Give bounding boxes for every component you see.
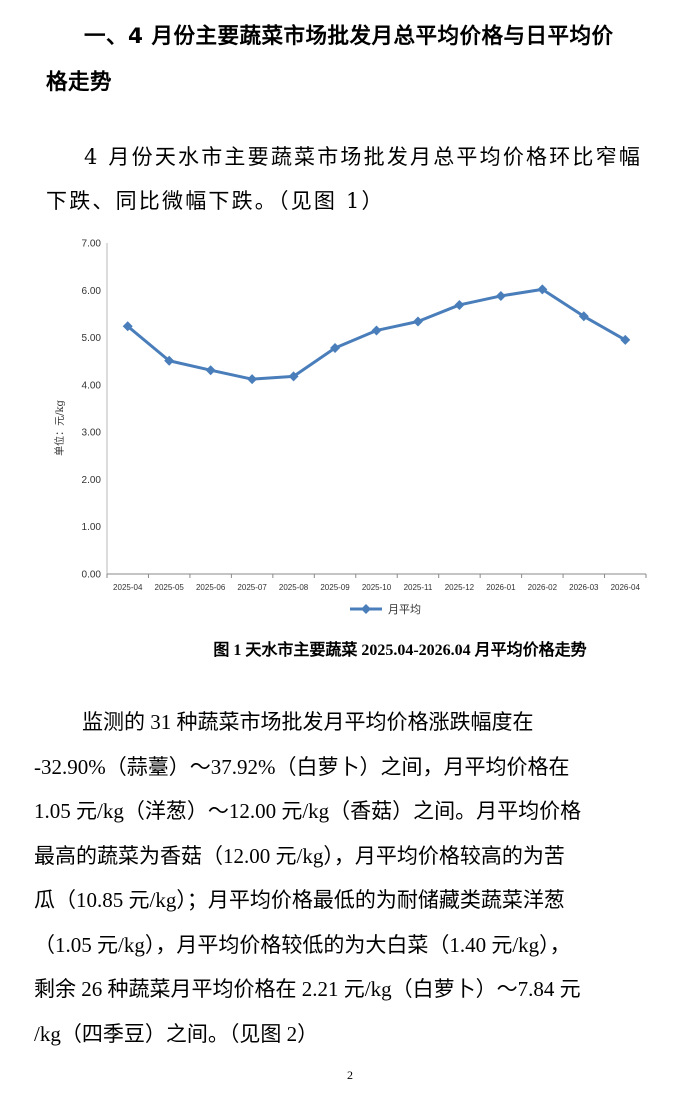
y-tick-label: 5.00 [82, 333, 102, 344]
body-line: /kg（四季豆）之间。（见图 2） [34, 1012, 684, 1057]
data-point-marker [247, 374, 257, 384]
data-point-marker [372, 325, 382, 335]
price-trend-chart: 0.00 1.00 2.00 3.00 4.00 5.00 6.00 7.00 2025-04… [50, 228, 670, 628]
x-tick-label: 2025-05 [155, 583, 185, 592]
y-tick-label: 4.00 [82, 380, 102, 391]
x-tick-label: 2025-10 [362, 583, 392, 592]
y-axis-ticks: 0.00 1.00 2.00 3.00 4.00 5.00 6.00 7.00 [82, 239, 102, 581]
x-tick-label: 2025-06 [196, 583, 226, 592]
section-heading: 一、4 月份主要蔬菜市场批发月总平均价格与日平均价 格走势 [46, 14, 676, 106]
figure-label: 图 1 [213, 642, 241, 659]
intro-line-1: 4 月份天水市主要蔬菜市场批发月总平均价格环比窄幅 [46, 135, 676, 179]
figure-caption: 图 1 天水市主要蔬菜 2025.04-2026.04 月平均价格走势 [0, 639, 700, 663]
x-tick-label: 2025-07 [237, 583, 267, 592]
body-line: 1.05 元/kg（洋葱）～12.00 元/kg（香菇）之间。月平均价格 [34, 789, 684, 834]
data-point-marker [496, 291, 506, 301]
legend-label: 月平均 [388, 603, 421, 616]
section-heading-line-2: 格走势 [46, 60, 676, 106]
figure-caption-text: 天水市主要蔬菜 2025.04-2026.04 月平均价格走势 [245, 642, 586, 659]
y-axis-label: 单位：元/kg [53, 399, 66, 455]
y-tick-label: 2.00 [82, 475, 102, 486]
x-tick-label: 2026-02 [528, 583, 558, 592]
x-tick-label: 2026-01 [486, 583, 516, 592]
y-tick-label: 7.00 [82, 239, 102, 250]
x-tick-label: 2025-12 [445, 583, 475, 592]
data-point-marker [413, 316, 423, 326]
body-line: （1.05 元/kg），月平均价格较低的为大白菜（1.40 元/kg）， [34, 923, 684, 968]
data-point-marker [454, 300, 464, 310]
intro-line-2: 下跌、同比微幅下跌。（见图 1） [46, 179, 676, 223]
data-point-marker [206, 365, 216, 375]
body-line: 瓜（10.85 元/kg）；月平均价格最低的为耐储藏类蔬菜洋葱 [34, 878, 684, 923]
intro-paragraph: 4 月份天水市主要蔬菜市场批发月总平均价格环比窄幅 下跌、同比微幅下跌。（见图 … [46, 135, 676, 223]
x-tick-label: 2025-09 [320, 583, 350, 592]
body-paragraph: 监测的 31 种蔬菜市场批发月平均价格涨跌幅度在 -32.90%（蒜薹）～37.… [34, 700, 684, 1056]
body-line: -32.90%（蒜薹）～37.92%（白萝卜）之间，月平均价格在 [34, 745, 684, 790]
x-tick-label: 2025-11 [404, 583, 433, 592]
y-tick-label: 1.00 [82, 522, 102, 533]
x-axis-ticks: 2025-04 2025-05 2025-06 2025-07 2025-08 2025-… [107, 574, 646, 592]
legend-marker [361, 604, 371, 614]
page-number: 2 [0, 1068, 700, 1083]
x-tick-label: 2025-08 [279, 583, 309, 592]
x-tick-label: 2026-03 [569, 583, 599, 592]
body-line: 监测的 31 种蔬菜市场批发月平均价格涨跌幅度在 [34, 700, 684, 745]
y-tick-label: 6.00 [82, 286, 102, 297]
section-heading-line-1: 一、4 月份主要蔬菜市场批发月总平均价格与日平均价 [46, 14, 676, 60]
price-trend-chart-svg: 0.00 1.00 2.00 3.00 4.00 5.00 6.00 7.00 2025-04… [50, 228, 670, 628]
body-line: 剩余 26 种蔬菜月平均价格在 2.21 元/kg（白萝卜）～7.84 元 [34, 967, 684, 1012]
y-tick-label: 3.00 [82, 428, 102, 439]
body-line: 最高的蔬菜为香菇（12.00 元/kg），月平均价格较高的为苦 [34, 834, 684, 879]
y-tick-label: 0.00 [82, 570, 102, 581]
series-group [123, 284, 631, 384]
legend: 月平均 [350, 603, 421, 616]
x-tick-label: 2025-04 [113, 583, 143, 592]
x-tick-label: 2026-04 [611, 583, 641, 592]
